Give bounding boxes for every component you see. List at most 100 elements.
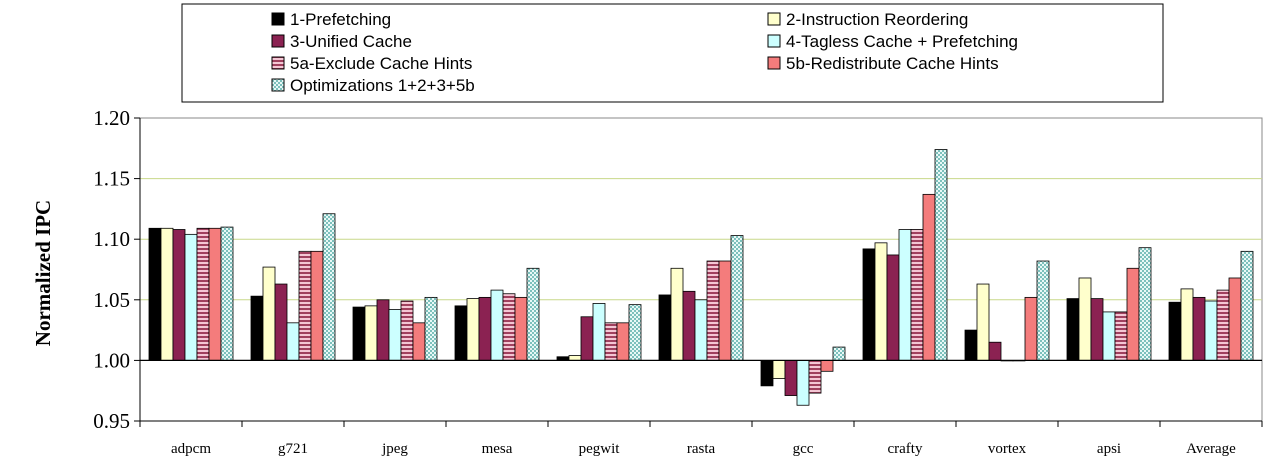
bar-apsi-series-7 [1138, 247, 1152, 361]
bar-rasta-series-4 [694, 299, 708, 361]
legend-label-4: 4-Tagless Cache + Prefetching [786, 32, 1018, 51]
x-category-label: mesa [482, 441, 513, 457]
bar-mesa-series-2 [466, 298, 480, 361]
bar-apsi-series-3 [1090, 298, 1104, 361]
bar-apsi-series-6 [1126, 267, 1140, 361]
bar-average-series-3 [1192, 296, 1206, 361]
bar-crafty-series-5 [910, 229, 924, 361]
bar-vortex-series-7 [1036, 260, 1050, 361]
x-category-label: rasta [687, 441, 716, 457]
legend-swatch-7 [271, 78, 285, 92]
bar-adpcm-series-3 [172, 229, 186, 361]
bar-jpeg-series-6 [412, 322, 426, 361]
x-category-label: gcc [793, 441, 814, 457]
x-category-label: crafty [888, 441, 923, 457]
bar-gcc-series-6 [820, 359, 834, 372]
bar-gcc-series-4 [796, 359, 810, 406]
bar-rasta-series-5 [706, 260, 720, 361]
bar-apsi-series-5 [1114, 311, 1128, 361]
bar-adpcm-series-4 [184, 233, 198, 361]
y-tick-label: 1.00 [93, 348, 130, 372]
bar-crafty-series-7 [934, 149, 948, 361]
bar-vortex-series-2 [976, 283, 990, 361]
bar-crafty-series-2 [874, 242, 888, 361]
x-category-label: vortex [988, 441, 1027, 457]
bar-jpeg-series-5 [400, 300, 414, 361]
bar-gcc-series-7 [832, 346, 846, 361]
bar-g721-series-1 [250, 295, 264, 361]
x-category-label: jpeg [381, 441, 408, 457]
x-category-label: apsi [1097, 441, 1121, 457]
bar-average-series-7 [1240, 250, 1254, 361]
bar-mesa-series-7 [526, 267, 540, 361]
legend-swatch-4 [767, 34, 781, 48]
bar-pegwit-series-2 [568, 355, 582, 361]
legend-label-3: 3-Unified Cache [290, 32, 412, 51]
bar-adpcm-series-7 [220, 226, 234, 361]
legend-swatch-2 [767, 12, 781, 26]
bar-adpcm-series-1 [148, 227, 162, 361]
bar-pegwit-series-7 [628, 304, 642, 361]
plot-area: 0.95 1.00 1.05 1.10 1.15 1.20 adpcm g721 jpeg mes… [93, 106, 1263, 457]
legend-swatch-3 [271, 34, 285, 48]
bar-mesa-series-1 [454, 305, 468, 361]
bar-g721-series-5 [298, 250, 312, 361]
y-tick-label: 1.05 [93, 288, 130, 312]
bar-gcc-series-5 [808, 359, 822, 394]
bar-apsi-series-4 [1102, 311, 1116, 361]
y-tick-label: 1.20 [93, 106, 130, 130]
bar-vortex-series-1 [964, 329, 978, 361]
bar-crafty-series-1 [862, 248, 876, 361]
bar-gcc-series-3 [784, 359, 798, 396]
bar-average-series-1 [1168, 301, 1182, 361]
bar-mesa-series-3 [478, 296, 492, 361]
bar-average-series-5 [1216, 289, 1230, 361]
bar-g721-series-2 [262, 266, 276, 361]
x-category-label: Average [1186, 441, 1236, 457]
legend-label-7: Optimizations 1+2+3+5b [290, 76, 475, 95]
bar-rasta-series-2 [670, 267, 684, 361]
legend: 1-Prefetching 2-Instruction Reordering 3-U… [181, 3, 1164, 103]
bar-adpcm-series-2 [160, 227, 174, 361]
bar-pegwit-series-3 [580, 316, 594, 361]
bar-vortex-series-6 [1024, 296, 1038, 361]
legend-label-2: 2-Instruction Reordering [786, 10, 968, 29]
bar-g721-series-7 [322, 213, 336, 361]
bar-rasta-series-1 [658, 294, 672, 361]
bar-crafty-series-6 [922, 193, 936, 361]
bar-jpeg-series-1 [352, 306, 366, 361]
bar-average-series-2 [1180, 288, 1194, 361]
bar-jpeg-series-2 [364, 305, 378, 361]
bar-gcc-series-2 [772, 359, 786, 379]
bar-g721-series-4 [286, 322, 300, 361]
legend-swatch-6 [767, 56, 781, 70]
bar-mesa-series-4 [490, 289, 504, 361]
bar-average-series-4 [1204, 300, 1218, 361]
legend-label-6: 5b-Redistribute Cache Hints [786, 54, 999, 73]
bar-jpeg-series-4 [388, 309, 402, 361]
legend-label-5: 5a-Exclude Cache Hints [290, 54, 472, 73]
bar-crafty-series-4 [898, 229, 912, 361]
legend-label-1: 1-Prefetching [290, 10, 391, 29]
y-tick-label: 1.10 [93, 227, 130, 251]
bar-pegwit-series-6 [616, 322, 630, 361]
bar-crafty-series-3 [886, 254, 900, 361]
bar-adpcm-series-6 [208, 227, 222, 361]
legend-swatch-5 [271, 56, 285, 70]
bar-g721-series-3 [274, 283, 288, 361]
bar-mesa-series-6 [514, 296, 528, 361]
bar-rasta-series-6 [718, 260, 732, 361]
bar-apsi-series-2 [1078, 277, 1092, 361]
bar-average-series-6 [1228, 277, 1242, 361]
bar-adpcm-series-5 [196, 227, 210, 361]
legend-swatch-1 [271, 12, 285, 26]
x-category-label: g721 [278, 441, 308, 457]
bar-mesa-series-5 [502, 293, 516, 361]
bar-apsi-series-1 [1066, 298, 1080, 361]
y-tick-label: 1.15 [93, 167, 130, 191]
bar-jpeg-series-3 [376, 299, 390, 361]
y-axis-label: Normalized IPC [31, 200, 55, 346]
x-category-label: pegwit [579, 441, 621, 457]
bar-pegwit-series-4 [592, 303, 606, 361]
